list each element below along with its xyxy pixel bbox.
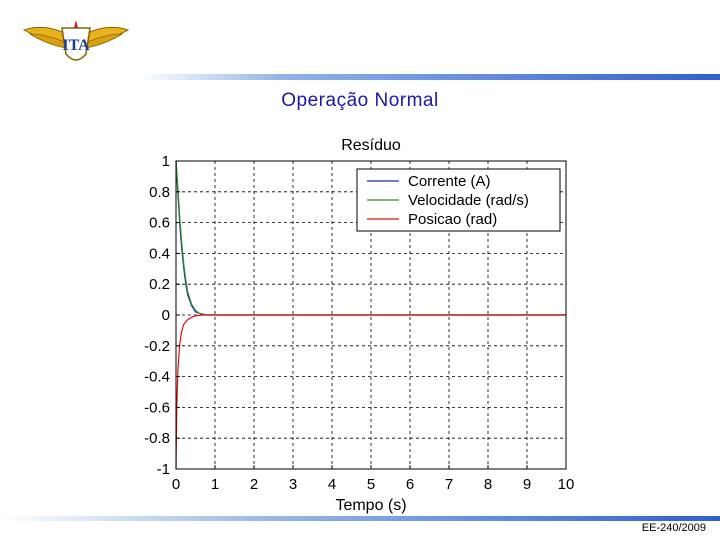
slide-title: Operação Normal [281, 90, 439, 111]
legend-label-corrente-a: Corrente (A) [408, 173, 491, 190]
x-tick-label: 0 [172, 476, 180, 493]
legend-label-posicao-rad: Posicao (rad) [408, 211, 497, 228]
x-tick-label: 7 [445, 476, 453, 493]
x-tick-label: 5 [367, 476, 375, 493]
y-tick-label: 0.2 [149, 276, 170, 293]
x-tick-label: 1 [211, 476, 219, 493]
y-tick-label: -0.2 [144, 338, 170, 355]
header-bar [140, 74, 720, 80]
ita-logo: ITA [22, 20, 130, 61]
legend: Corrente (A) Velocidade (rad/s) Posicao (r… [356, 168, 561, 232]
footer-label: EE-240/2009 [641, 522, 706, 534]
y-tick-label: 0 [162, 307, 170, 324]
x-tick-label: 9 [523, 476, 531, 493]
x-tick-label: 2 [250, 476, 258, 493]
x-tick-label: 3 [289, 476, 297, 493]
y-tick-label: -1 [157, 461, 170, 478]
y-tick-label: -0.4 [144, 369, 170, 386]
plot-area: 0 1 2 3 4 5 6 7 8 9 10 1 0.8 0.6 0.4 0.2 0 -0.2 -0.4 -0.6 -0… [144, 153, 574, 493]
x-tick-label: 6 [406, 476, 414, 493]
x-tick-label: 4 [328, 476, 336, 493]
x-axis-label: Tempo (s) [335, 497, 406, 514]
y-tick-label: 0.6 [149, 215, 170, 232]
series-line-posicao-rad [175, 314, 566, 470]
y-tick-label: 1 [162, 153, 170, 170]
x-tick-label: 8 [484, 476, 492, 493]
y-tick-label: -0.8 [144, 430, 170, 447]
logo-text: ITA [62, 37, 90, 54]
x-tick-label: 10 [558, 476, 575, 493]
y-tick-label: -0.6 [144, 399, 170, 416]
legend-label-velocidade-rad-s: Velocidade (rad/s) [408, 192, 529, 209]
y-tick-label: 0.4 [149, 245, 170, 262]
footer-bar [0, 516, 720, 521]
y-tick-label: 0.8 [149, 184, 170, 201]
chart-title: Resíduo [341, 137, 401, 154]
